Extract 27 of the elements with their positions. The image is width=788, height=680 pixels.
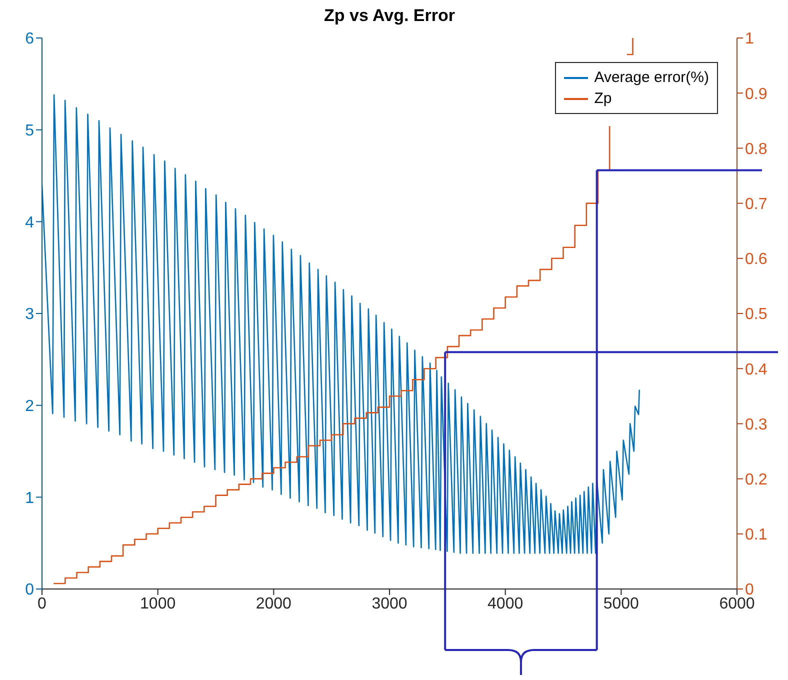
y-tick-label: 3 xyxy=(25,306,34,324)
line-series xyxy=(42,94,640,554)
y2-tick-label: 1 xyxy=(745,30,754,48)
y2-tick-label: 0.5 xyxy=(745,306,768,324)
legend-label: Zp xyxy=(594,89,612,109)
y-tick-label: 6 xyxy=(25,30,34,48)
y2-tick-label: 0.3 xyxy=(745,416,768,434)
y-tick-label: 5 xyxy=(25,122,34,140)
y-tick-label: 4 xyxy=(25,214,34,232)
x-tick-label: 4000 xyxy=(488,595,524,612)
x-tick-label: 1000 xyxy=(140,595,176,612)
x-tick-label: 3000 xyxy=(372,595,408,612)
x-tick-label: 2000 xyxy=(256,595,292,612)
chart-title: Zp vs Avg. Error xyxy=(323,6,456,26)
y2-tick-label: 0.7 xyxy=(745,196,768,213)
y2-tick-label: 0.6 xyxy=(745,251,768,268)
y-tick-label: 0 xyxy=(25,582,34,599)
x-tick-label: 5000 xyxy=(603,595,640,612)
y-tick-label: 2 xyxy=(25,398,34,416)
y-tick-label: 1 xyxy=(25,490,34,507)
y2-tick-label: 0.4 xyxy=(745,361,768,378)
y2-tick-label: 0.2 xyxy=(745,471,768,488)
y2-tick-label: 0.1 xyxy=(745,526,768,544)
x-tick-label: 0 xyxy=(38,595,47,612)
y2-tick-label: 0.9 xyxy=(745,86,768,103)
y2-tick-label: 0.8 xyxy=(745,140,768,158)
legend-label: Average error(%) xyxy=(594,68,709,88)
